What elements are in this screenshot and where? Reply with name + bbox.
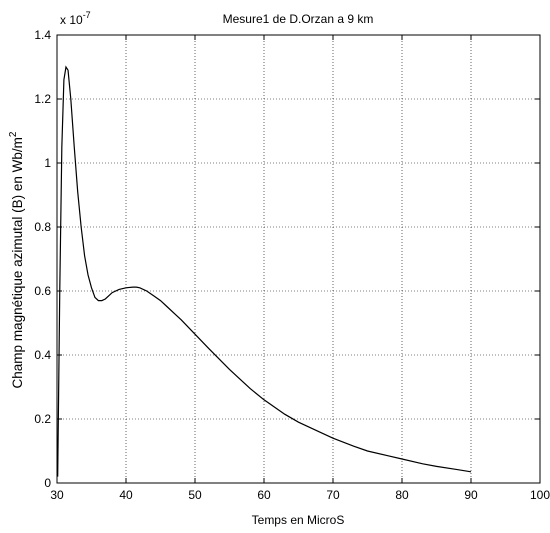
y-tick-label: 0.2 [34,412,51,426]
x-tick-label: 60 [257,488,271,502]
y-tick-label: 1 [44,156,51,170]
y-multiplier-exponent: -7 [83,10,91,20]
y-tick-label: 0.6 [34,284,51,298]
x-tick-labels: 30 40 50 60 70 80 90 100 [50,488,550,502]
y-axis-label-text: Champ magnétique azimutal (B) en Wb/m [10,137,25,388]
y-tick-label: 0.4 [34,348,51,362]
x-tick-label: 100 [530,488,550,502]
series-line [57,65,472,477]
axis-ticks [56,34,541,484]
y-multiplier: x 10-7 [60,10,91,27]
y-tick-label: 0 [44,476,51,490]
y-axis-label: Champ magnétique azimutal (B) en Wb/m2 [8,131,25,388]
y-tick-label: 1.4 [34,28,51,42]
x-tick-label: 50 [188,488,202,502]
y-tick-label: 0.8 [34,220,51,234]
grid [57,35,540,483]
x-tick-label: 70 [326,488,340,502]
y-tick-labels: 0 0.2 0.4 0.6 0.8 1 1.2 1.4 [34,28,51,490]
plot-area [56,34,541,484]
y-multiplier-base: x 10 [60,13,83,27]
x-axis-label: Temps en MicroS [252,513,345,527]
x-tick-label: 90 [464,488,478,502]
y-tick-label: 1.2 [34,92,51,106]
chart-title: Mesure1 de D.Orzan a 9 km [223,12,374,26]
x-tick-label: 40 [119,488,133,502]
y-axis-label-unit-superscript: 2 [8,131,19,137]
x-tick-label: 80 [395,488,409,502]
x-tick-label: 30 [50,488,64,502]
